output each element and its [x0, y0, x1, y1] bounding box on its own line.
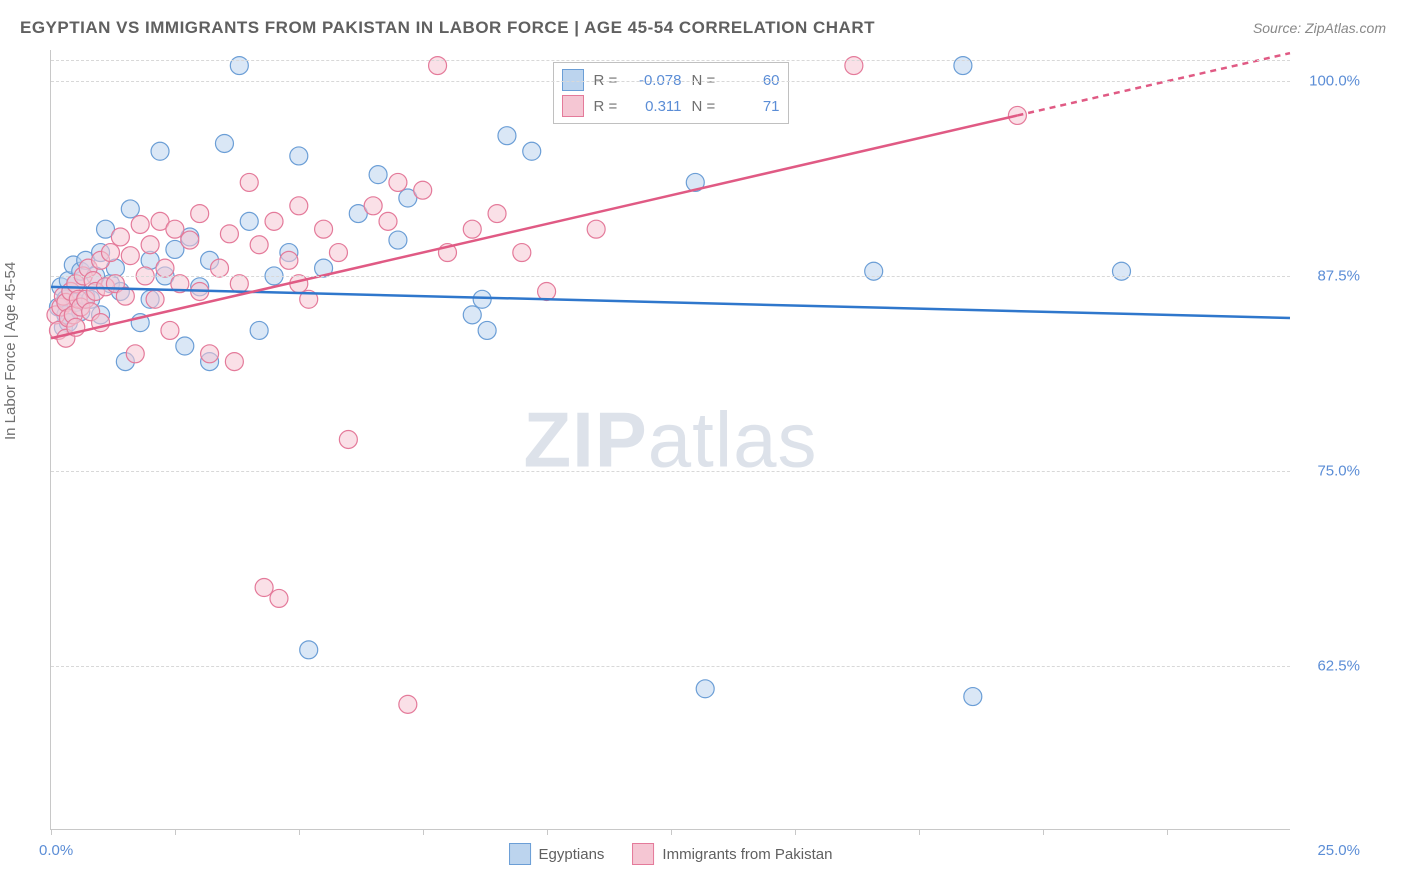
legend-item-egyptians: Egyptians: [509, 843, 605, 865]
plot-svg: [51, 50, 1290, 829]
y-axis-label: In Labor Force | Age 45-54: [2, 262, 19, 440]
x-axis-max-label: 25.0%: [1317, 842, 1360, 859]
y-tick-label: 62.5%: [1317, 658, 1360, 675]
swatch-pakistan-icon: [632, 843, 654, 865]
swatch-egyptians-icon: [509, 843, 531, 865]
swatch-pakistan: [562, 95, 584, 117]
y-tick-label: 100.0%: [1309, 73, 1360, 90]
series-legend: Egyptians Immigrants from Pakistan: [509, 843, 833, 865]
chart-plot-area: ZIPatlas R = -0.078 N = 60 R = 0.311 N =…: [50, 50, 1290, 830]
x-axis-min-label: 0.0%: [39, 842, 73, 859]
legend-row-egyptians: R = -0.078 N = 60: [562, 67, 780, 93]
y-tick-label: 75.0%: [1317, 463, 1360, 480]
swatch-egyptians: [562, 69, 584, 91]
chart-header: EGYPTIAN VS IMMIGRANTS FROM PAKISTAN IN …: [20, 18, 1386, 38]
legend-row-pakistan: R = 0.311 N = 71: [562, 93, 780, 119]
correlation-legend: R = -0.078 N = 60 R = 0.311 N = 71: [553, 62, 789, 124]
y-tick-label: 87.5%: [1317, 268, 1360, 285]
chart-source: Source: ZipAtlas.com: [1253, 20, 1386, 36]
chart-title: EGYPTIAN VS IMMIGRANTS FROM PAKISTAN IN …: [20, 18, 875, 38]
legend-item-pakistan: Immigrants from Pakistan: [632, 843, 832, 865]
